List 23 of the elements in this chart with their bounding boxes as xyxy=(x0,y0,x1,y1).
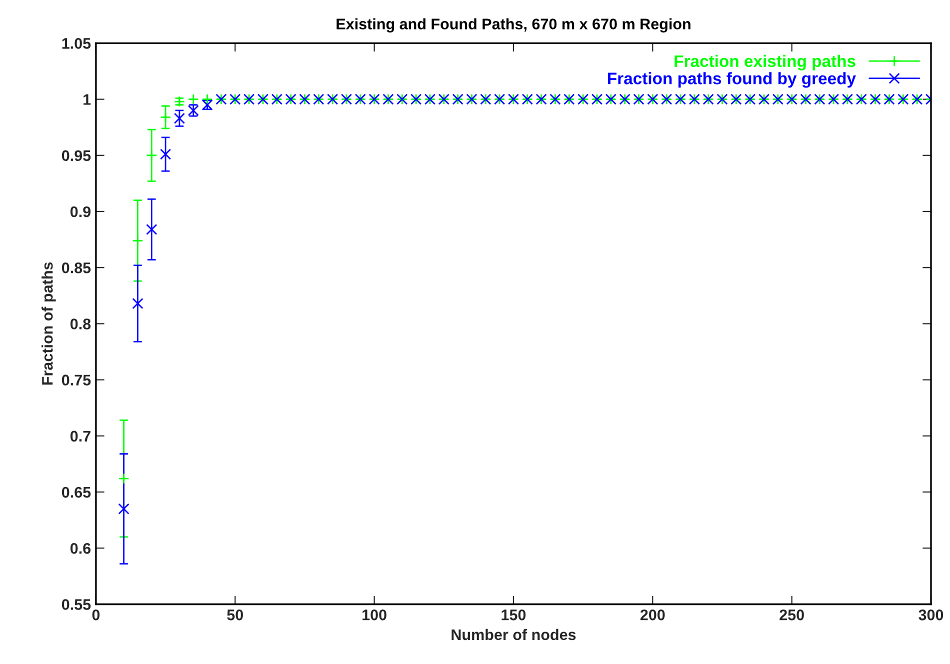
chart-title: Existing and Found Paths, 670 m x 670 m Region xyxy=(336,18,690,33)
y-tick-label: 0.8 xyxy=(70,318,91,330)
x-axis-title: Number of nodes xyxy=(452,628,576,640)
x-tick-label: 50 xyxy=(227,610,243,620)
y-axis-title: Fraction of paths xyxy=(42,262,56,385)
y-tick-label: 0.65 xyxy=(62,486,91,498)
y-tick-label: 0.9 xyxy=(70,206,91,218)
y-tick-label: 0.85 xyxy=(62,262,91,274)
x-tick-label: 300 xyxy=(918,610,944,620)
y-tick-label: 0.55 xyxy=(62,599,91,610)
y-tick-label: 1.05 xyxy=(62,38,91,49)
y-tick-label: 0.6 xyxy=(70,543,91,554)
x-tick-label: 150 xyxy=(502,610,526,620)
y-tick-label: 0.95 xyxy=(62,150,91,162)
legend-label: Fraction existing paths xyxy=(674,54,856,70)
x-tick-label: 250 xyxy=(780,610,804,620)
x-tick-label: 100 xyxy=(362,610,386,620)
y-tick-label: 1 xyxy=(84,94,91,105)
legend-label: Fraction paths found by greedy xyxy=(608,72,856,88)
x-tick-label: 200 xyxy=(640,610,665,620)
y-tick-label: 0.7 xyxy=(70,430,90,442)
y-tick-label: 0.75 xyxy=(62,374,91,386)
x-tick-label: 0 xyxy=(92,610,100,620)
